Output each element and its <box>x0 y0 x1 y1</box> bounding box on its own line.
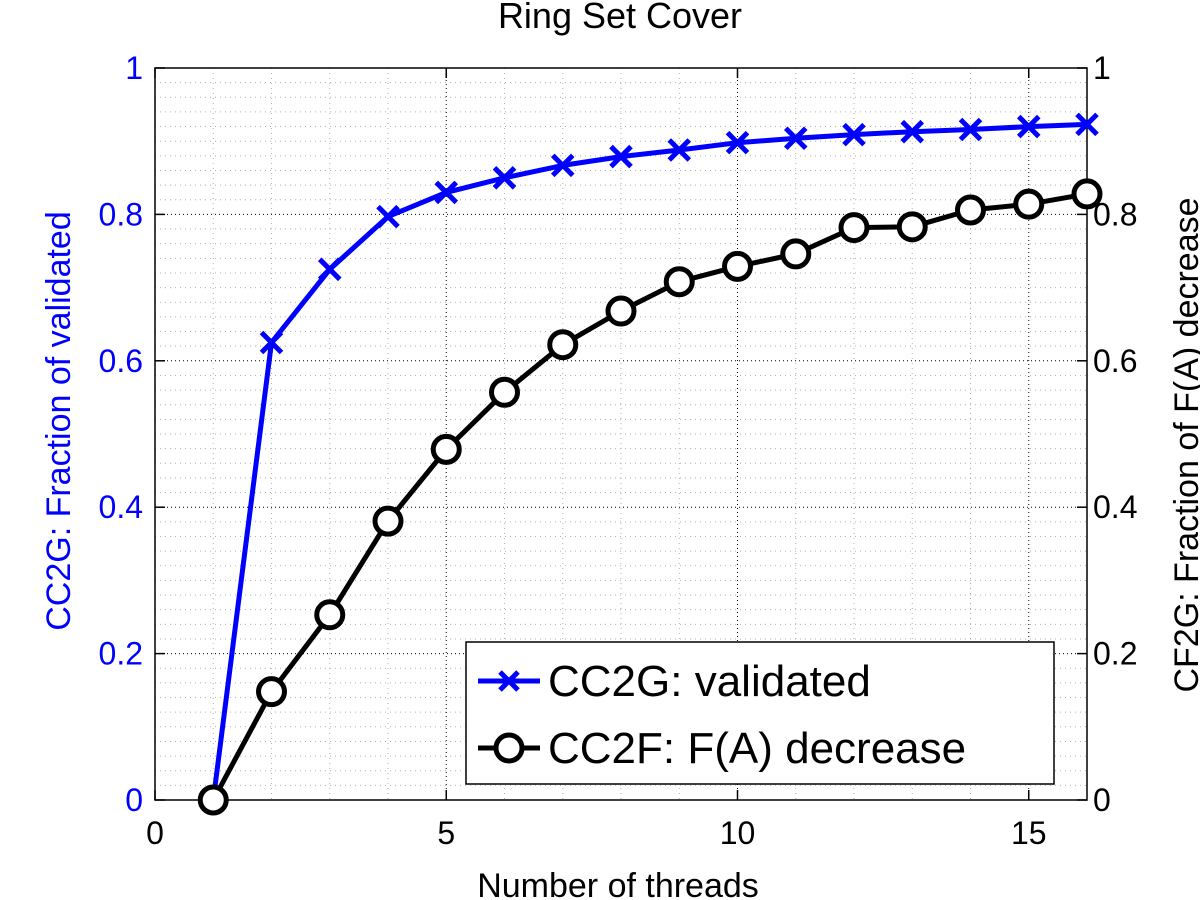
data-point-x-marker <box>376 204 400 229</box>
left-y-tick-label: 0.2 <box>99 636 143 672</box>
data-point-circle-marker <box>489 376 520 408</box>
data-point-circle-marker <box>663 266 695 298</box>
data-point-circle-marker <box>314 599 346 631</box>
data-point-x-marker <box>667 138 692 162</box>
data-point-x-marker <box>1016 114 1041 139</box>
x-tick-label: 0 <box>146 815 164 851</box>
data-point-circle-marker <box>256 676 287 708</box>
series-layer <box>197 112 1103 816</box>
data-point-x-marker <box>609 144 633 169</box>
data-point-circle-marker <box>838 212 870 244</box>
data-point-circle-marker <box>547 329 579 361</box>
data-point-circle-marker <box>955 194 986 226</box>
data-point-x-marker <box>958 117 983 142</box>
left-y-axis-label: CC2G: Fraction of validated <box>40 211 78 631</box>
legend-marker-x <box>498 670 520 692</box>
plot-area-frame <box>154 67 1088 801</box>
data-point-circle-marker <box>430 433 462 465</box>
data-point-x-marker <box>550 153 575 178</box>
data-point-circle-marker <box>722 250 753 282</box>
data-point-circle-marker <box>197 784 229 816</box>
left-y-tick-label: 0.8 <box>99 196 143 232</box>
right-y-tick-label: 0.2 <box>1093 636 1137 672</box>
right-y-axis-label: CF2G: Fraction of F(A) decrease <box>1168 197 1200 692</box>
legend: CC2G: validated CC2F: F(A) decrease <box>465 641 1055 785</box>
x-tick-label: 5 <box>437 815 455 851</box>
data-point-x-marker <box>725 130 750 155</box>
chart-title: Ring Set Cover <box>498 0 742 36</box>
x-tick-label: 10 <box>720 815 756 851</box>
right-y-tick-label: 0.8 <box>1093 196 1137 232</box>
legend-label-validated: CC2G: validated <box>548 657 871 706</box>
data-point-x-marker <box>1075 112 1099 137</box>
data-point-x-marker <box>783 126 808 151</box>
data-point-x-marker <box>842 122 866 147</box>
data-point-x-marker <box>317 257 342 282</box>
left-y-tick-label: 0 <box>125 782 143 818</box>
data-point-circle-marker <box>605 295 637 327</box>
x-tick-label: 15 <box>1011 815 1047 851</box>
left-y-tick-label: 1 <box>125 50 143 86</box>
data-point-circle-marker <box>372 505 404 537</box>
legend-label-decrease: CC2F: F(A) decrease <box>548 724 966 773</box>
data-point-circle-marker <box>1071 178 1103 210</box>
legend-marker-circle <box>493 732 525 764</box>
data-point-x-marker <box>900 119 925 144</box>
left-y-tick-label: 0.4 <box>99 489 143 525</box>
right-y-tick-label: 1 <box>1093 50 1111 86</box>
right-y-tick-label: 0.4 <box>1093 489 1137 525</box>
series-validated <box>201 112 1099 812</box>
right-y-tick-label: 0.6 <box>1093 343 1137 379</box>
axis-ticks: 0 5 10 150 00.2 0.20.4 0.40.6 0.60.8 0.81 1 <box>99 50 1138 851</box>
series-f-decrease <box>197 178 1103 816</box>
data-point-circle-marker <box>1013 188 1045 220</box>
right-y-tick-label: 0 <box>1093 782 1111 818</box>
x-axis-label: Number of threads <box>477 867 759 900</box>
left-y-tick-label: 0.6 <box>99 343 143 379</box>
data-point-x-marker <box>259 330 284 355</box>
data-point-circle-marker <box>896 211 928 243</box>
data-point-circle-marker <box>780 238 812 270</box>
series-line <box>210 121 1088 801</box>
series-line <box>211 191 1088 802</box>
data-point-x-marker <box>492 166 517 190</box>
legend-box <box>465 641 1055 785</box>
data-point-x-marker <box>434 180 459 205</box>
